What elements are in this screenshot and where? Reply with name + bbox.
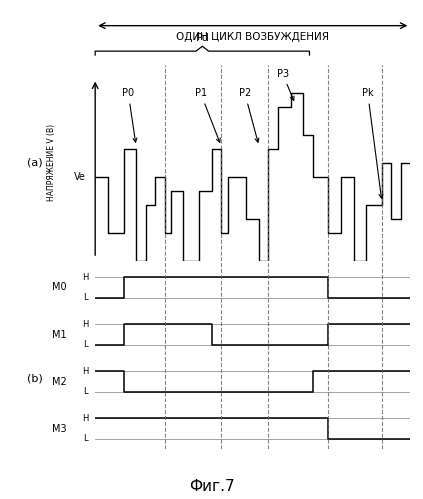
Text: P1: P1 (195, 88, 220, 142)
Text: P2: P2 (239, 88, 259, 142)
Text: Ve: Ve (74, 172, 86, 182)
Text: H: H (82, 367, 88, 376)
Text: L: L (84, 387, 88, 396)
Text: (a): (a) (27, 158, 43, 168)
Text: M1: M1 (52, 329, 67, 339)
Text: P0: P0 (122, 88, 137, 142)
Text: H: H (82, 320, 88, 329)
Text: L: L (84, 340, 88, 349)
Text: (b): (b) (27, 374, 43, 384)
Text: Фиг.7: Фиг.7 (189, 479, 234, 494)
Text: M2: M2 (52, 377, 67, 387)
Text: P3: P3 (277, 69, 294, 100)
Text: Pd: Pd (195, 33, 209, 43)
Text: M0: M0 (52, 282, 67, 292)
Text: L: L (84, 293, 88, 302)
Text: M3: M3 (52, 424, 67, 434)
Text: H: H (82, 273, 88, 282)
Text: НАПРЯЖЕНИЕ V (В): НАПРЯЖЕНИЕ V (В) (47, 124, 55, 202)
Text: H: H (82, 414, 88, 423)
Text: Pk: Pk (362, 88, 383, 198)
Text: ОДИН ЦИКЛ ВОЗБУЖДЕНИЯ: ОДИН ЦИКЛ ВОЗБУЖДЕНИЯ (176, 32, 329, 42)
Text: L: L (84, 434, 88, 444)
